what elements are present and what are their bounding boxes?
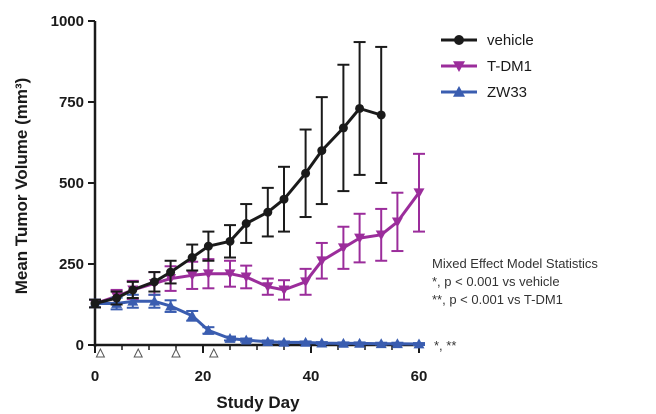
y-tick-label: 0 xyxy=(76,337,84,354)
data-point xyxy=(263,207,273,217)
data-point xyxy=(279,194,289,204)
data-point xyxy=(278,336,290,347)
series-line xyxy=(94,107,382,305)
dosing-marker xyxy=(171,347,181,358)
data-point xyxy=(165,300,177,311)
statistics-note: Mixed Effect Model Statistics *, p < 0.0… xyxy=(432,256,598,307)
series-line xyxy=(95,299,420,346)
data-point xyxy=(355,103,365,113)
legend-label: T-DM1 xyxy=(487,58,532,75)
legend: vehicle T-DM1 ZW33 xyxy=(441,32,534,101)
x-axis-title: Study Day xyxy=(216,393,300,412)
data-point xyxy=(224,333,236,343)
x-tick-label: 40 xyxy=(303,368,320,385)
data-point xyxy=(316,337,328,348)
legend-label: ZW33 xyxy=(487,84,527,101)
y-tick-label: 250 xyxy=(59,256,84,273)
data-point xyxy=(112,293,122,303)
data-point xyxy=(300,336,312,347)
series-vehicle xyxy=(89,41,388,309)
data-point xyxy=(317,146,327,156)
y-tick-label: 1000 xyxy=(51,13,84,30)
data-point xyxy=(376,110,386,120)
data-point xyxy=(241,219,251,228)
data-point xyxy=(391,338,403,349)
statistics-line-tdm1: **, p < 0.001 vs T-DM1 xyxy=(432,292,563,307)
data-point xyxy=(337,243,349,254)
data-point xyxy=(186,270,198,281)
x-tick-label: 60 xyxy=(411,368,428,385)
dosing-marker xyxy=(95,347,106,358)
data-point xyxy=(354,233,366,244)
statistics-title: Mixed Effect Model Statistics xyxy=(432,256,598,271)
legend-label: vehicle xyxy=(487,32,534,49)
data-point xyxy=(202,269,214,280)
axes: 0 250 500 750 1000 0 20 40 60 xyxy=(51,13,428,385)
data-point xyxy=(413,338,425,349)
x-tick-label: 0 xyxy=(91,368,99,385)
data-point xyxy=(391,217,403,228)
data-point xyxy=(224,269,236,280)
legend-marker xyxy=(453,86,465,97)
legend-item-zw33: ZW33 xyxy=(441,84,527,101)
zw33-significance-label: *, ** xyxy=(434,338,456,353)
data-point xyxy=(202,324,214,335)
data-point xyxy=(187,253,197,263)
data-point xyxy=(240,272,252,283)
statistics-line-vehicle: *, p < 0.001 vs vehicle xyxy=(432,274,560,289)
data-point xyxy=(127,295,139,306)
dosing-marker xyxy=(133,347,144,358)
data-point xyxy=(90,299,100,309)
legend-item-t-dm1: T-DM1 xyxy=(441,58,532,75)
data-point xyxy=(375,338,387,349)
data-point xyxy=(278,285,290,296)
data-point xyxy=(203,241,213,251)
y-axis-title: Mean Tumor Volume (mm³) xyxy=(12,78,31,295)
data-point xyxy=(300,277,312,288)
data-point xyxy=(337,337,349,348)
data-point xyxy=(354,337,366,348)
data-point xyxy=(413,188,425,199)
legend-marker xyxy=(454,35,464,45)
data-point xyxy=(262,282,274,293)
dosing-marker xyxy=(208,347,219,358)
data-point xyxy=(149,277,159,287)
data-point xyxy=(338,123,348,133)
data-point xyxy=(225,236,235,246)
data-point xyxy=(128,285,138,295)
legend-marker xyxy=(453,61,465,72)
series-t-dm1 xyxy=(89,152,425,310)
data-point xyxy=(375,230,387,241)
legend-item-vehicle: vehicle xyxy=(441,32,534,49)
data-point xyxy=(301,168,311,178)
data-point xyxy=(316,256,328,267)
y-tick-label: 500 xyxy=(59,175,84,192)
x-tick-label: 20 xyxy=(195,368,212,385)
y-tick-label: 750 xyxy=(59,94,84,111)
data-point xyxy=(148,295,160,306)
data-point xyxy=(166,267,176,277)
series-layer xyxy=(89,41,425,349)
data-point xyxy=(186,310,198,321)
data-point xyxy=(240,334,252,345)
series-zw33 xyxy=(89,293,425,349)
data-point xyxy=(262,336,274,347)
